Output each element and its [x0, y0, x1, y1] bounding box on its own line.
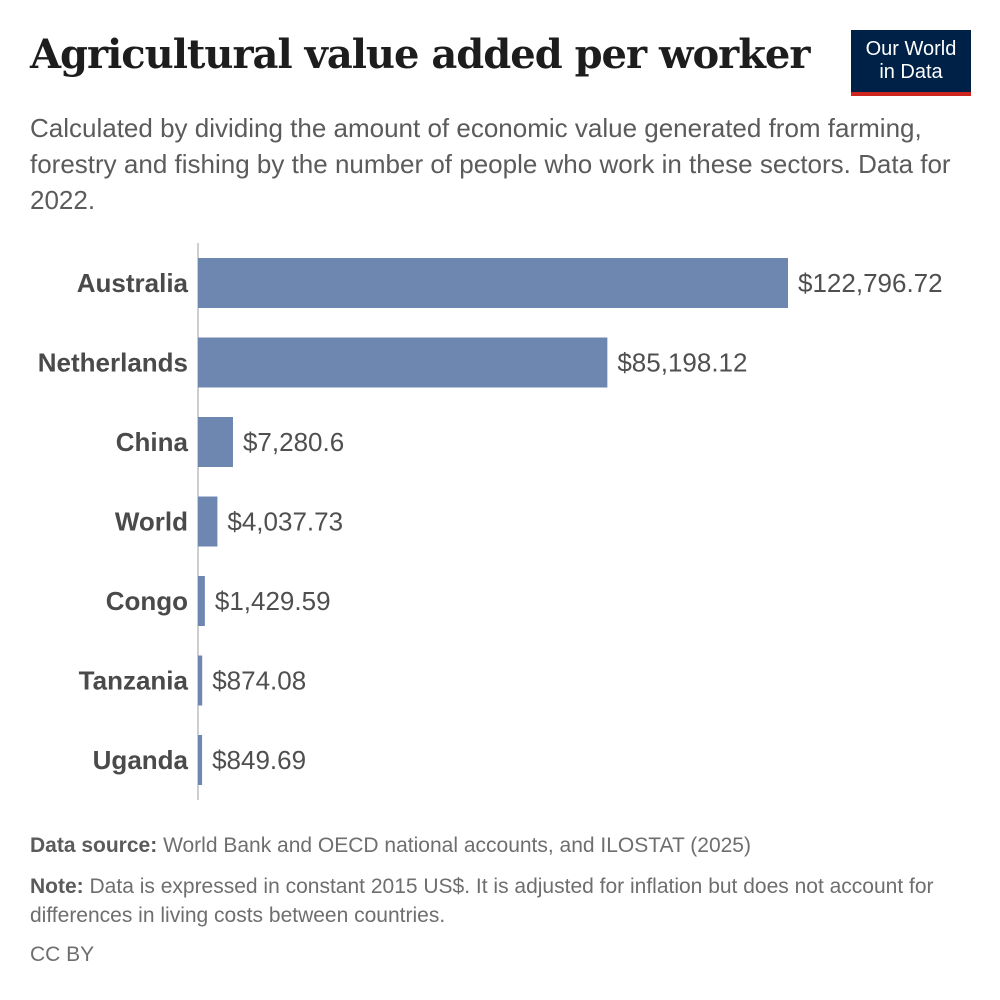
- value-label: $85,198.12: [617, 348, 747, 378]
- value-label: $7,280.6: [243, 427, 344, 457]
- logo-line-1: Our World: [865, 38, 957, 60]
- category-label: Uganda: [93, 745, 189, 775]
- category-label: Congo: [106, 586, 188, 616]
- chart-subtitle: Calculated by dividing the amount of eco…: [30, 113, 951, 215]
- source-text: World Bank and OECD national accounts, a…: [163, 834, 751, 857]
- owid-logo[interactable]: Our World in Data: [851, 30, 971, 96]
- category-label: World: [115, 507, 188, 537]
- category-label: Tanzania: [79, 666, 189, 696]
- source-label: Data source:: [30, 834, 158, 857]
- value-label: $1,429.59: [215, 586, 331, 616]
- bar[interactable]: [198, 655, 203, 706]
- data-source: Data source: World Bank and OECD nationa…: [30, 831, 970, 860]
- bar-chart: Australia $122,796.72 Netherlands $85,198.1…: [38, 243, 943, 800]
- bar[interactable]: [198, 496, 218, 547]
- chart-title: Agricultural value added per worker: [30, 31, 810, 78]
- bar[interactable]: [198, 576, 205, 626]
- bar[interactable]: [198, 258, 788, 308]
- category-label: Australia: [77, 268, 189, 298]
- logo-line-2: in Data: [879, 61, 943, 83]
- note-text: Data is expressed in constant 2015 US$. …: [30, 875, 934, 927]
- bar[interactable]: [198, 417, 233, 467]
- chart-note: Note: Data is expressed in constant 2015…: [30, 872, 970, 930]
- value-label: $4,037.73: [227, 507, 343, 537]
- note-label: Note:: [30, 875, 84, 898]
- bar[interactable]: [198, 735, 203, 785]
- category-label: Netherlands: [38, 348, 188, 378]
- value-label: $849.69: [212, 745, 306, 775]
- value-label: $874.08: [212, 666, 306, 696]
- bar[interactable]: [198, 337, 608, 388]
- license[interactable]: CC BY: [30, 943, 95, 966]
- category-label: China: [116, 427, 189, 457]
- value-label: $122,796.72: [798, 268, 943, 298]
